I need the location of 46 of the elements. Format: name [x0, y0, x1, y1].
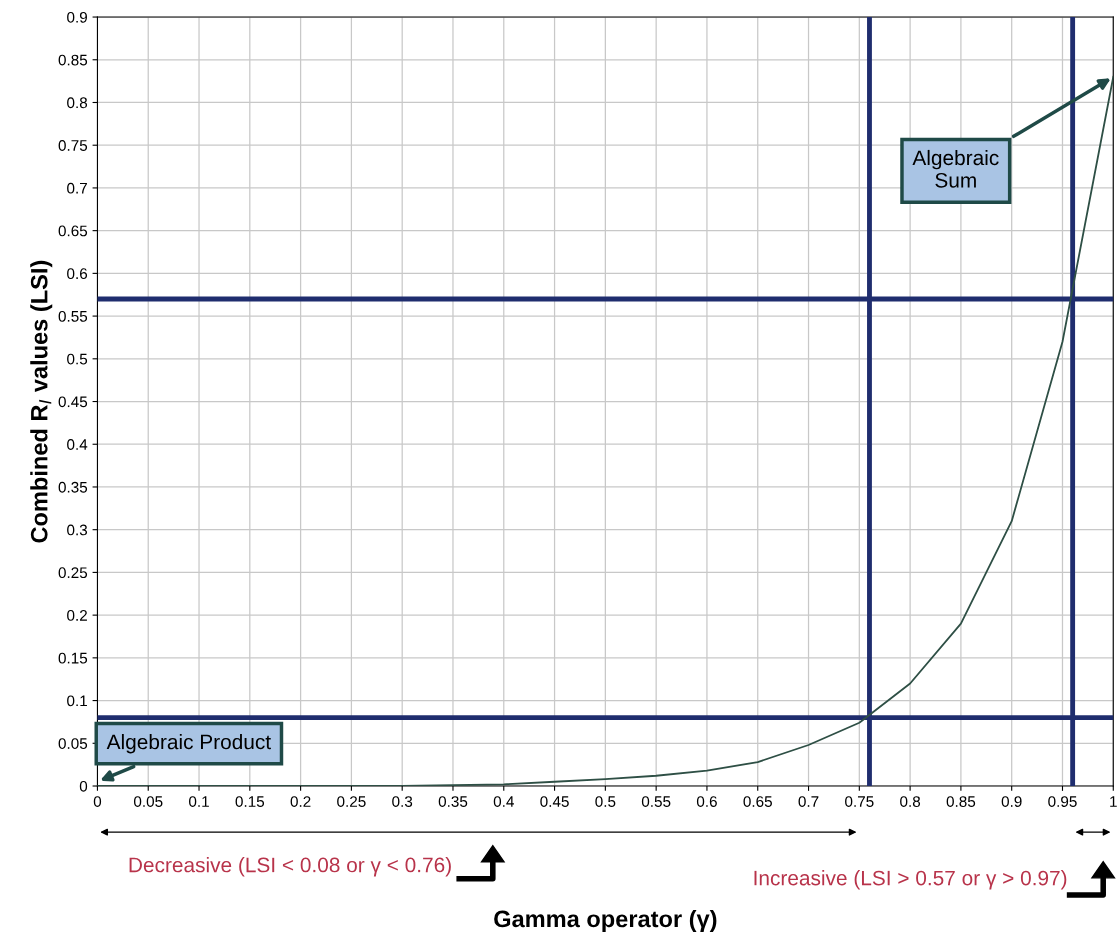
x-tick-label: 0.55 [641, 796, 671, 807]
y-tick-label: 0 [79, 780, 88, 792]
y-tick-label: 0.45 [58, 396, 88, 408]
y-tick-label: 0.9 [67, 11, 87, 23]
y-tick-label: 0.15 [58, 652, 88, 664]
x-tick-label: 0.8 [900, 796, 921, 807]
x-tick-label: 0.85 [946, 796, 976, 807]
x-tick-label: 0.3 [392, 796, 413, 807]
y-tick-label: 0.05 [58, 738, 88, 749]
y-tick-label: 0.1 [67, 695, 87, 707]
text: Increasive (LSI > 0.57 or γ > 0.97) [754, 870, 1067, 890]
x-tick-label: 0.35 [438, 796, 468, 807]
y-tick-label: 0.85 [58, 54, 88, 66]
x-tick-label: 1 [1110, 796, 1117, 807]
x-tick-label: 0.15 [235, 796, 265, 807]
y-tick-label: 0.4 [67, 439, 88, 450]
y-tick-label: 0.65 [58, 225, 88, 237]
x-tick-label: 0.05 [133, 796, 163, 807]
x-tick-label: 0.2 [290, 796, 311, 807]
y-tick-label: 0.55 [58, 310, 88, 322]
annotation: Algebraic Sum [912, 149, 999, 188]
x-tick-label: 0.25 [337, 796, 366, 807]
y-tick-label: 0.3 [67, 524, 88, 536]
x-tick-label: 0.65 [743, 796, 772, 807]
y-tick-label: 0.5 [67, 353, 88, 365]
y-tick-label: 0.35 [58, 481, 88, 493]
y-tick-label: 0.7 [67, 182, 87, 194]
y-tick-label: 0.75 [58, 140, 88, 151]
annotation: Algebraic Product [106, 734, 271, 754]
x-tick-label: 0.6 [696, 796, 717, 807]
y-tick-label: 0.25 [58, 567, 88, 579]
x-tick-label: 0.7 [798, 796, 819, 807]
text: Decreasive (LSI < 0.08 or γ < 0.76) [129, 857, 451, 877]
x-tick-label: 0.4 [493, 796, 514, 807]
y-axis-title: Combined R$_{I}$ values (LSI) [30, 260, 53, 543]
x-tick-label: 0.1 [189, 796, 209, 807]
y-tick-label: 0.8 [67, 97, 88, 109]
x-axis-title: Gamma operator (γ) [494, 909, 717, 932]
x-tick-label: 0 [93, 796, 102, 807]
x-tick-label: 0.95 [1048, 796, 1077, 807]
y-tick-label: 0.6 [67, 268, 88, 280]
x-tick-label: 0.75 [845, 796, 874, 807]
x-tick-label: 0.9 [1001, 796, 1022, 807]
y-tick-label: 0.2 [67, 610, 87, 621]
x-tick-label: 0.45 [540, 796, 569, 807]
x-tick-label: 0.5 [595, 796, 616, 807]
